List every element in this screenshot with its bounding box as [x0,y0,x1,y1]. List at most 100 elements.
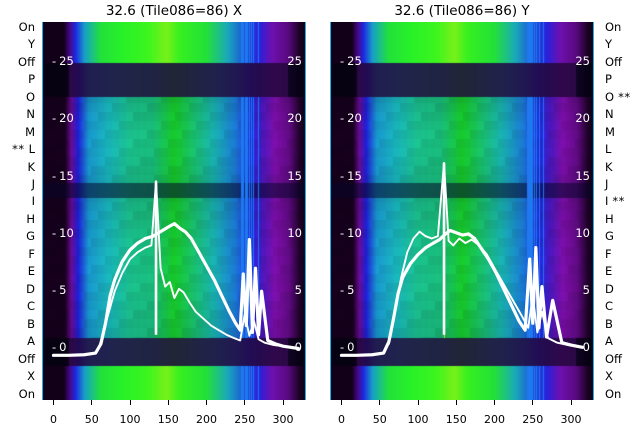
label-text: A [605,334,613,349]
tick-value: 5 [294,283,302,298]
tick-mark [282,400,284,405]
tick-label: 200 [484,413,506,426]
x-tick-300: 300 [551,400,591,427]
plot-edge-right [305,22,306,400]
panel-x-axis: 0 50 100 150 200 250 300 [42,400,306,434]
tick-value: 25 [59,54,74,69]
tick-label: 150 [157,413,179,426]
label-text: J [31,176,35,191]
right-label-on-0: On [600,21,640,33]
tick-value: 25 [347,54,362,69]
left-label-a-18: A [0,336,40,347]
curve-profile-primary-y [339,228,585,357]
right-label-l-7: L [600,144,640,155]
tick-dash: - [340,168,345,183]
left-label-f-13: F [0,248,40,260]
right-label-n-5: N [600,109,640,120]
tick-label: 100 [119,413,141,426]
y-tick-label-15-r: 15 [575,170,590,183]
tick-value: 20 [287,111,302,126]
tick-dash: - [340,340,345,355]
label-text: O [25,89,35,104]
y-tick-label-20-l: -20 [52,113,74,125]
y-tick-label-20-l: -20 [340,113,362,125]
x-tick-0: 0 [321,400,361,427]
label-text: B [605,316,613,331]
left-label-d-15: D [0,281,40,296]
left-label-g-12: G [0,231,40,243]
tick-value: 15 [59,168,74,183]
right-label-y-1: Y [600,39,640,50]
tick-dash: - [52,54,57,69]
label-text: F [605,246,612,261]
right-label-c-16: C [600,301,640,313]
y-tick-label-25-r: 25 [575,55,590,68]
tick-dash: - [52,340,57,355]
tick-dash: - [52,111,57,126]
y-tick-label-5-r: 5 [583,284,590,297]
left-label-j-9: J [0,176,40,191]
y-tick-label-10-r: 10 [287,225,302,240]
label-text: K [605,159,613,174]
label-text: Off [605,351,622,366]
right-label-f-13: F [600,246,640,261]
tick-value: 10 [575,225,590,240]
tick-label: 50 [372,413,387,426]
tick-value: 0 [59,340,67,355]
y-tick-label-20-r: 20 [575,113,590,125]
label-text: L [28,142,35,157]
label-text: E [605,264,613,279]
x-tick-250: 250 [513,400,553,427]
label-text: X [605,369,613,384]
label-text: Off [18,54,35,69]
y-tick-label-15-l: -15 [52,168,74,183]
tick-value: 10 [287,225,302,240]
tick-dash: - [52,168,57,183]
label-text: B [27,316,35,331]
left-label-i-10: I [0,196,40,208]
y-tick-label-5-r: 5 [294,283,302,298]
tick-value: 20 [59,111,74,126]
plot-edge-right [593,22,594,400]
label-text: P [605,72,612,87]
label-text: E [27,264,35,279]
y-tick-label-0-r: 0 [295,342,302,354]
panel-y-plot-area[interactable]: -25 25-20 20-15 15-10 10-5 5-0 0 [330,22,594,400]
tick-mark [129,400,131,405]
tick-value: 25 [287,54,302,69]
tick-label: 250 [522,413,544,426]
y-tick-label-25-l: -25 [340,54,362,69]
right-label-o-4: O ** [600,89,640,104]
y-tick-label-10-l: -10 [52,225,74,240]
asterisk-marker: ** [618,89,631,104]
tick-mark [52,400,54,405]
label-text: M [605,124,615,139]
x-tick-150: 150 [436,400,476,427]
y-tick-label-10-l: -10 [340,225,362,240]
x-tick-100: 100 [398,400,438,427]
label-text: Y [605,37,613,52]
left-label-c-16: C [0,299,40,314]
label-text: H [605,211,614,226]
tick-dash: - [340,54,345,69]
label-text: On [605,386,622,401]
right-label-off-19: Off [600,351,640,366]
tick-mark [167,400,169,405]
label-text: D [26,281,35,296]
panel-y-title: 32.6 (Tile086=86) Y [394,3,530,19]
y-tick-label-20-r: 20 [287,113,302,125]
tick-mark [532,400,534,405]
curve-profile-secondary-y [387,161,582,349]
label-text: C [26,299,35,314]
heatmap-canvas [330,22,594,400]
x-tick-150: 150 [148,400,188,427]
tick-value: 10 [347,225,362,240]
tick-mark [494,400,496,405]
left-label-x-20: X [0,371,40,382]
right-label-x-20: X [600,371,640,382]
panel-x-plot-area[interactable]: -25 25-20 20-15 15-10 10-5 5-0 0 [42,22,306,400]
tick-dash: - [52,225,57,240]
tick-value: 0 [582,340,590,355]
tick-mark [455,400,457,405]
